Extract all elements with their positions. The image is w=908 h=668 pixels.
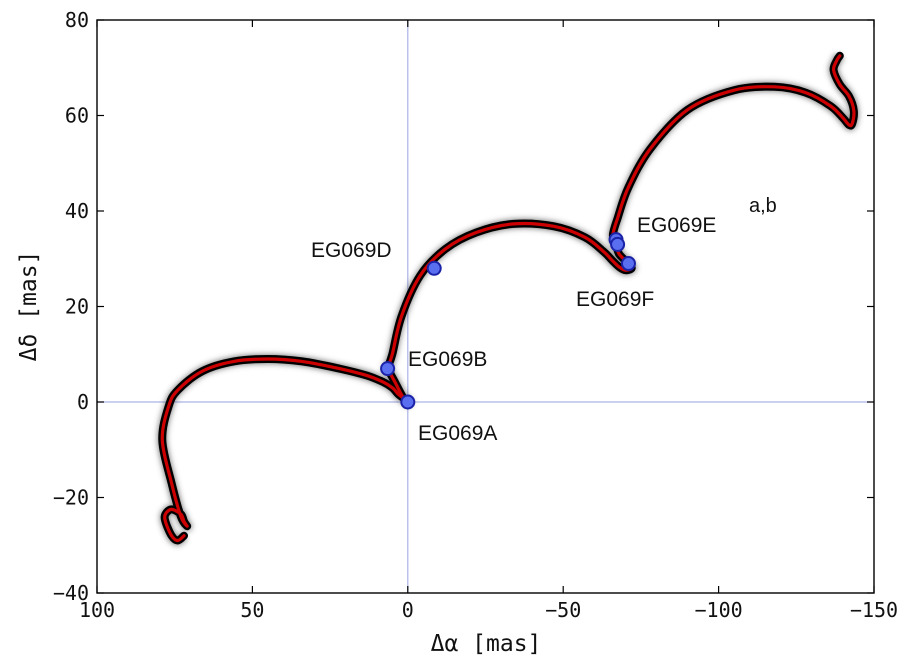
epoch-marker-eg069b-1 bbox=[380, 361, 396, 377]
y-axis-ticks: −40 −20 0 20 40 60 80 bbox=[53, 8, 874, 605]
epoch-marker-eg069a-0 bbox=[400, 394, 416, 410]
label-eg069d: EG069D bbox=[311, 239, 392, 262]
x-tick-label: 0 bbox=[402, 598, 414, 622]
x-axis-ticks: 100 50 0 −50 −100 −150 bbox=[79, 20, 898, 622]
model-track bbox=[158, 51, 858, 545]
label-eg069a: EG069A bbox=[418, 422, 497, 445]
x-tick-label: 50 bbox=[240, 598, 264, 622]
epoch-marker-eg069d-2 bbox=[426, 260, 442, 276]
y-tick-label: 40 bbox=[65, 199, 89, 223]
epoch-marker-eg069e-4 bbox=[610, 236, 626, 252]
x-tick-label: −50 bbox=[545, 598, 581, 622]
model-track-line bbox=[160, 54, 856, 543]
label-eg069e: EG069E bbox=[637, 214, 716, 237]
label-eg069b: EG069B bbox=[408, 348, 487, 371]
epoch-marker-eg069f-5 bbox=[620, 256, 636, 272]
y-axis-label: Δδ [mas] bbox=[16, 251, 42, 362]
label-eg069f: EG069F bbox=[576, 288, 654, 311]
plot-area bbox=[97, 20, 874, 593]
y-tick-label: 80 bbox=[65, 8, 89, 32]
x-tick-label: −150 bbox=[850, 598, 898, 622]
x-axis-label: Δα [mas] bbox=[431, 631, 542, 657]
y-tick-label: 60 bbox=[65, 104, 89, 128]
y-tick-label: −20 bbox=[53, 486, 89, 510]
x-tick-label: −100 bbox=[695, 598, 743, 622]
label-eg069e-superscript: a,b bbox=[749, 195, 777, 217]
epoch-markers bbox=[380, 232, 636, 410]
y-tick-label: 20 bbox=[65, 295, 89, 319]
y-tick-label: 0 bbox=[77, 390, 89, 414]
x-tick-label: 100 bbox=[79, 598, 115, 622]
y-tick-label: −40 bbox=[53, 581, 89, 605]
